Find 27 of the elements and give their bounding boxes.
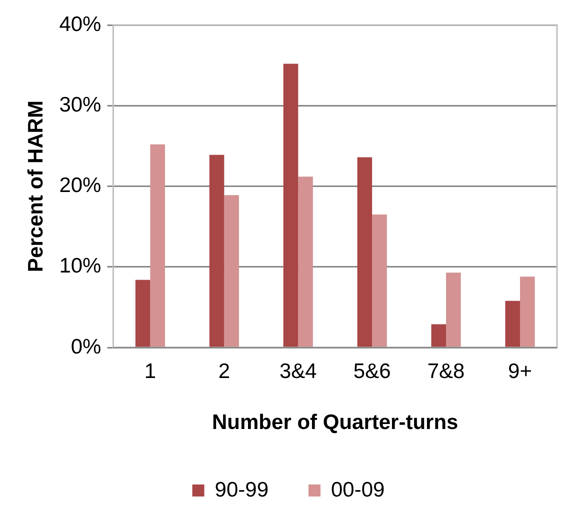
y-tick-label: 10% <box>59 254 102 278</box>
y-tick-label: 30% <box>59 93 102 116</box>
bar <box>446 272 461 347</box>
bar <box>283 64 298 347</box>
bar <box>209 154 224 347</box>
bar <box>505 300 520 347</box>
bar <box>357 157 372 347</box>
x-tick-label: 3&4 <box>279 360 318 383</box>
x-axis-title: Number of Quarter-turns <box>212 411 458 434</box>
y-tick-label: 20% <box>59 174 102 198</box>
bar <box>372 214 387 347</box>
y-tick-label: 0% <box>70 335 102 358</box>
bar <box>224 195 239 347</box>
bar <box>135 280 150 347</box>
x-tick-label: 7&8 <box>427 360 465 383</box>
bar <box>431 324 446 347</box>
bar <box>298 176 313 347</box>
legend-label: 90-99 <box>214 478 269 502</box>
x-tick-label: 2 <box>218 360 230 383</box>
x-tick-label: 1 <box>144 360 156 383</box>
x-tick-label: 5&6 <box>353 360 391 383</box>
y-axis-title: Percent of HARM <box>24 100 48 272</box>
x-tick-label: 9+ <box>508 360 532 383</box>
bar <box>520 276 535 347</box>
legend-label: 00-09 <box>331 478 385 502</box>
y-tick-label: 40% <box>59 12 102 36</box>
bar <box>150 144 166 347</box>
